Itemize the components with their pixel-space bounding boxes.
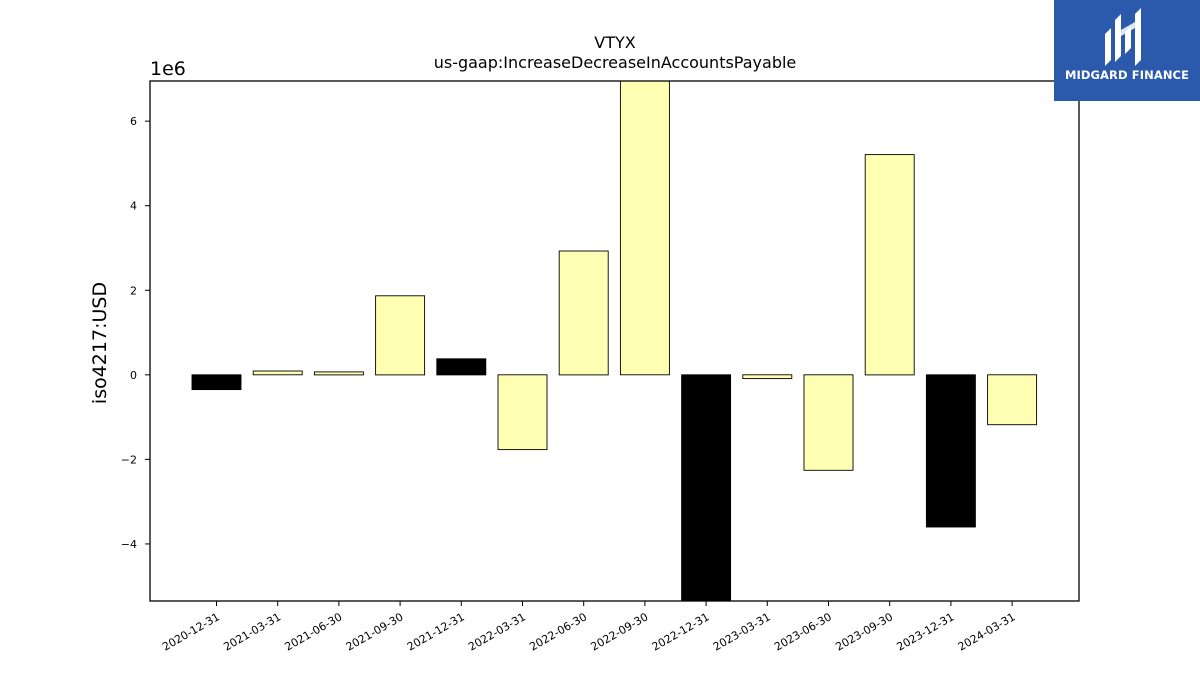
bar-2024-03-31 (987, 374, 1038, 426)
y-tick-label: −4 (121, 538, 137, 551)
x-tick-label: 2022-03-31 (466, 610, 528, 653)
plot-frame (149, 80, 1080, 602)
x-tick-label: 2021-06-30 (283, 610, 345, 653)
bar-2021-12-31 (436, 358, 487, 376)
bar-2022-09-30 (619, 80, 670, 376)
bar-2023-06-30 (803, 374, 854, 471)
x-tick-label: 2023-09-30 (833, 610, 895, 653)
y-tick-label: −2 (121, 453, 137, 466)
bar-2022-06-30 (558, 250, 609, 376)
bars-group (191, 80, 1038, 602)
bar-2021-06-30 (313, 371, 364, 376)
bar-2020-12-31 (191, 374, 242, 391)
y-axis-label: iso4217:USD (89, 282, 111, 404)
x-tick-label: 2023-12-31 (895, 610, 957, 653)
x-tick-label: 2022-06-30 (527, 610, 589, 653)
midgard-logo-icon (1105, 8, 1141, 66)
chart-subtitle: us-gaap:IncreaseDecreaseInAccountsPayabl… (434, 53, 797, 72)
x-tick-label: 2023-06-30 (772, 610, 834, 653)
chart-title: VTYX (594, 33, 635, 52)
x-tick-label: 2021-09-30 (344, 610, 406, 653)
bar-2023-09-30 (864, 154, 915, 376)
brand-name: MIDGARD FINANCE (1064, 68, 1190, 82)
x-tick-label: 2020-12-31 (160, 610, 222, 653)
x-tick-label: 2022-12-31 (650, 610, 712, 653)
bar-2023-12-31 (925, 374, 976, 528)
midgard-finance-logo: MIDGARD FINANCE (1054, 0, 1200, 101)
y-tick-label: 2 (130, 284, 137, 297)
y-ticks-group: −4 −2 0 2 4 6 (121, 115, 150, 551)
bar-2022-12-31 (681, 374, 732, 602)
bar-2021-03-31 (252, 370, 303, 376)
y-tick-label: 6 (130, 115, 137, 128)
bar-2021-09-30 (375, 295, 426, 376)
x-tick-label: 2021-12-31 (405, 610, 467, 653)
x-tick-label: 2022-09-30 (589, 610, 651, 653)
x-tick-label: 2023-03-31 (711, 610, 773, 653)
y-tick-label: 0 (130, 369, 137, 382)
bar-2023-03-31 (742, 374, 793, 380)
x-tick-label: 2021-03-31 (221, 610, 283, 653)
y-tick-label: 4 (130, 200, 137, 213)
y-scale-label: 1e6 (150, 58, 186, 80)
x-tick-label: 2024-03-31 (956, 610, 1018, 653)
x-ticks-group: 2020-12-31 2021-03-31 2021-06-30 2021-09-30… (160, 601, 1018, 654)
bar-2022-03-31 (497, 374, 548, 451)
